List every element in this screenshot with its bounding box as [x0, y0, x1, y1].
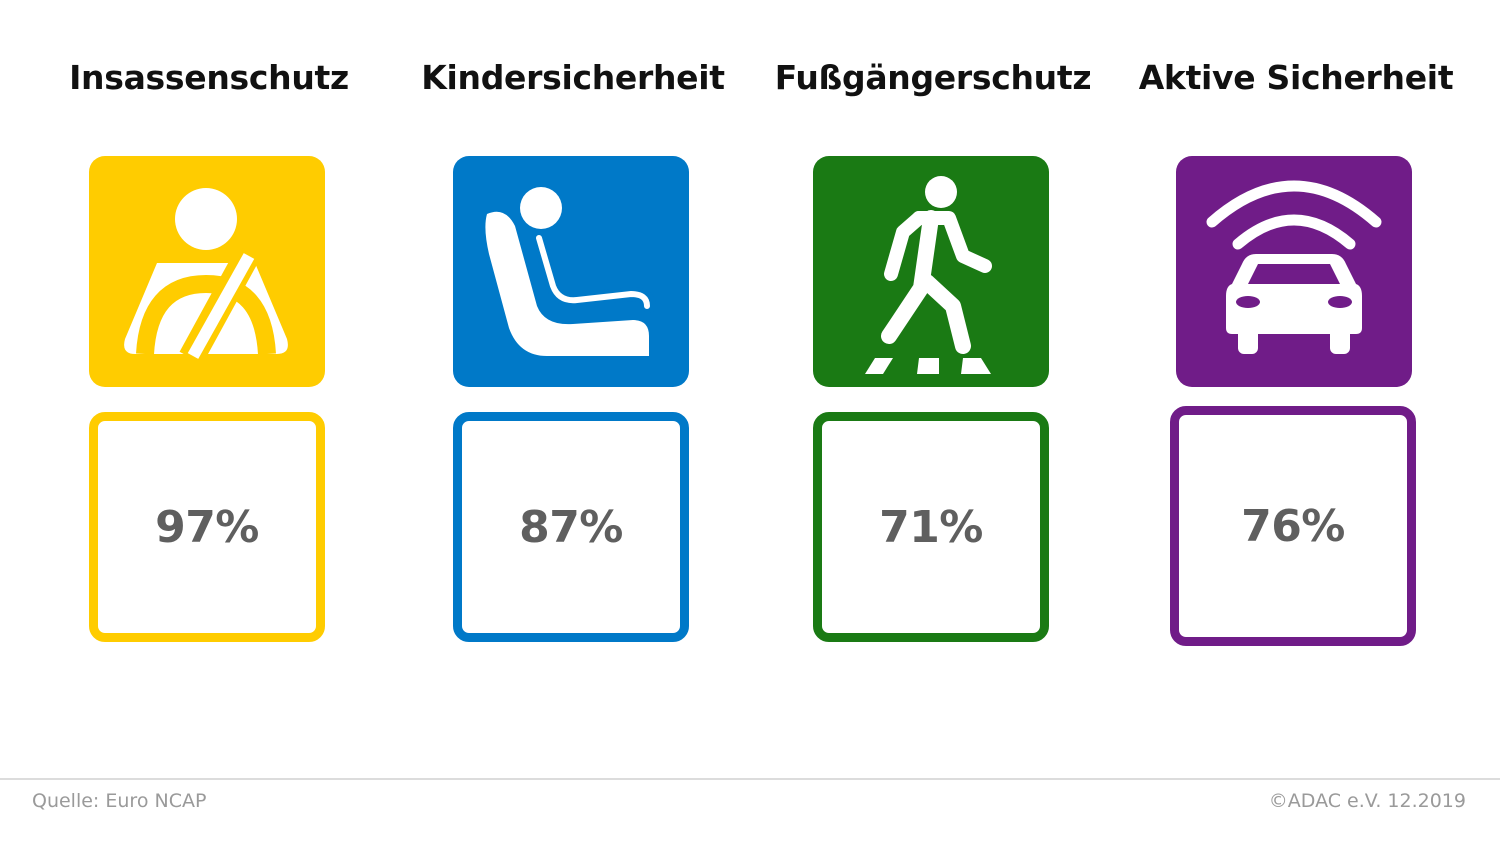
score-value: 71%	[879, 501, 983, 553]
footer-copyright: ©ADAC e.V. 12.2019	[1268, 790, 1466, 812]
score-value: 97%	[155, 501, 259, 553]
score-box: 76%	[1170, 406, 1416, 646]
category-aktive-sicherheit: Aktive Sicherheit 76%	[1139, 0, 1454, 660]
category-title: Aktive Sicherheit	[1138, 58, 1454, 97]
child-seat-icon	[453, 156, 689, 387]
category-title: Kindersicherheit	[421, 58, 725, 97]
score-box: 71%	[813, 412, 1049, 642]
category-kindersicherheit: Kindersicherheit 87%	[421, 0, 725, 660]
score-value: 76%	[1241, 500, 1345, 552]
car-sensor-icon	[1176, 156, 1412, 387]
category-title: Fußgängerschutz	[774, 58, 1092, 97]
score-box: 87%	[453, 412, 689, 642]
pedestrian-crossing-icon	[813, 156, 1049, 387]
seatbelt-driver-icon	[89, 156, 325, 387]
category-title: Insassenschutz	[69, 58, 349, 97]
score-box: 97%	[89, 412, 325, 642]
footer-source: Quelle: Euro NCAP	[32, 790, 207, 812]
footer-divider	[0, 778, 1500, 780]
category-insassenschutz: Insassenschutz 97%	[69, 0, 349, 660]
category-fussgaengerschutz: Fußgängerschutz 71%	[775, 0, 1092, 660]
score-value: 87%	[519, 501, 623, 553]
